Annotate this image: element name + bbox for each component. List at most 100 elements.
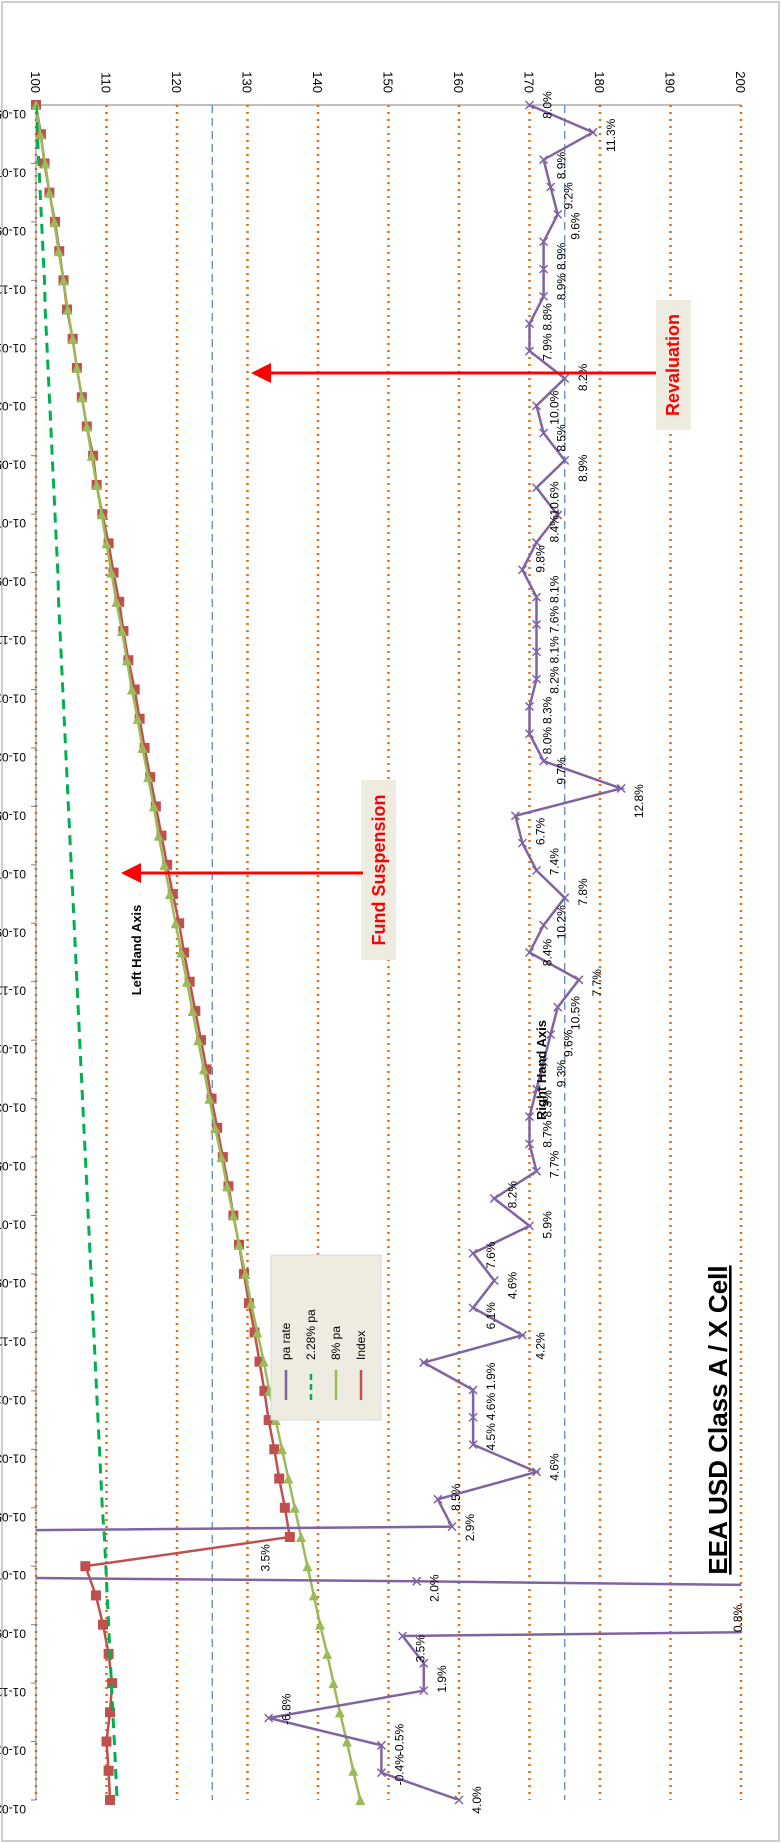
series-point-parate (532, 537, 542, 547)
pa-rate-label: 8.0% (541, 727, 555, 755)
x-tick-label: 01-07-12 (0, 1218, 26, 1232)
series-point-8pa (81, 421, 92, 432)
series-point-parate (524, 1111, 535, 1122)
legend-entry: pa rate (279, 1322, 293, 1360)
pa-rate-label: 4.6% (484, 1393, 498, 1421)
series-point-8pa (308, 1590, 319, 1601)
x-tick-label: 01-09-11 (0, 925, 26, 939)
series-point-index (97, 1619, 108, 1630)
x-tick-label: 01-03-12 (0, 1101, 26, 1115)
series-point-parate (468, 1385, 478, 1395)
series-point-8pa (148, 801, 159, 812)
pa-rate-label: 4.2% (533, 1332, 547, 1360)
legend-entry: Index (354, 1331, 368, 1360)
series-point-parate (546, 182, 556, 192)
series-point-8pa (101, 538, 112, 549)
pa-rate-label: 4.5% (484, 1423, 498, 1451)
series-point-parate (532, 1467, 542, 1477)
series-point-8pa (91, 479, 102, 490)
pa-rate-label: 10.5% (569, 996, 583, 1030)
y-tick-label: 140 (310, 71, 325, 93)
pa-rate-label: 7.7% (548, 1150, 562, 1178)
x-tick-label: 01-07-09 (0, 165, 26, 179)
rotated-plot: 100 110 120 130 140 150 160 170 180 190 200 01-05-0… (0, 71, 748, 1816)
x-tick-label: 01-01-14 (0, 1744, 26, 1758)
legend-entry: 8% pa (329, 1326, 343, 1360)
pa-rate-label: 8.3% (541, 1090, 555, 1118)
series-point-8pa (204, 1093, 215, 1104)
series-point-8pa (121, 655, 132, 666)
series-point-8pa (198, 1064, 209, 1075)
series-point-8pa (240, 1268, 251, 1279)
y-tick-label: 120 (169, 71, 184, 93)
series-point-index (274, 1473, 285, 1484)
series-point-parate (524, 346, 535, 356)
series-point-index (269, 1444, 280, 1455)
series-point-8pa (216, 1152, 227, 1163)
x-tick-label: 01-01-13 (0, 1393, 26, 1407)
series-point-8pa (176, 947, 187, 958)
pa-rate-label: 8.5% (555, 424, 569, 452)
series-point-parate (524, 1221, 535, 1231)
series-point-8pa (96, 509, 107, 520)
y-tick-label: 130 (240, 71, 255, 93)
left-axis-label: Left Hand Axis (129, 905, 144, 996)
pa-rate-label: 10.2% (555, 905, 569, 939)
x-tick-label: 01-05-09 (0, 107, 26, 121)
pa-rate-label: 8.9% (555, 242, 569, 270)
x-tick-label: 01-03-11 (0, 750, 26, 764)
pa-rate-label: 1.9% (484, 1362, 498, 1390)
series-point-parate (398, 1631, 408, 1641)
pa-rate-label: 9.8% (533, 545, 547, 573)
series-point-parate (546, 1029, 556, 1040)
pa-rate-label: 8.2% (505, 1181, 519, 1209)
x-tick-label: 01-05-11 (0, 808, 26, 822)
series-point-parate (517, 1330, 527, 1340)
series-point-8pa (289, 1502, 300, 1513)
y-tick-label: 200 (733, 71, 748, 93)
pa-rate-label: 4.6% (548, 1453, 562, 1481)
series-point-8pa (44, 187, 55, 198)
series-point-index (105, 1795, 116, 1805)
series-point-8pa (132, 713, 143, 724)
legend-entry: 2.28% pa (304, 1309, 318, 1360)
x-tick-label: 01-11-10 (0, 633, 26, 647)
series-point-8pa (315, 1619, 326, 1630)
series-point-8pa (228, 1210, 239, 1221)
series-point-8pa (62, 304, 73, 315)
series-point-parate (376, 1768, 386, 1778)
series-point-parate (532, 619, 542, 629)
pa-rate-label: 9.3% (555, 1060, 569, 1088)
pa-rate-label: 6.7% (533, 817, 547, 845)
annotation-box (361, 780, 396, 960)
pa-rate-label: 7.4% (548, 848, 562, 876)
y-tick-label: 190 (663, 71, 678, 93)
series-point-8pa (246, 1298, 257, 1309)
pa-rate-label: 8.4% (541, 938, 555, 966)
x-tick-label: 01-07-13 (0, 1568, 26, 1582)
series-point-8pa (49, 216, 60, 227)
annotation-box (656, 300, 691, 430)
series-point-index (90, 1590, 101, 1601)
chart-title: EEA USD Class A / X Cell (703, 1265, 733, 1574)
pa-rate-label: 7.6% (548, 606, 562, 634)
series-point-8pa (143, 772, 154, 783)
series-point-8pa (71, 363, 82, 374)
series-point-parate (539, 920, 549, 930)
x-tick-label: 01-09-09 (0, 224, 26, 238)
pa-rate-label: 3.5% (259, 1544, 273, 1572)
pa-rate-label: 7.8% (576, 878, 590, 906)
series-point-parate (468, 1412, 478, 1422)
series-point-8pa (283, 1473, 294, 1484)
pa-rate-label: 10.6% (548, 481, 562, 515)
pa-rate-label: 9.6% (569, 212, 583, 240)
series-point-parate (539, 1057, 549, 1067)
pa-rate-label: 3.5% (414, 1635, 428, 1663)
pa-rate-label: 2.9% (463, 1514, 477, 1542)
series-point-parate (560, 373, 570, 383)
series-point-8pa (137, 742, 148, 753)
pa-rate-label: -0.5% (392, 1723, 406, 1755)
series-point-8pa (252, 1327, 263, 1338)
